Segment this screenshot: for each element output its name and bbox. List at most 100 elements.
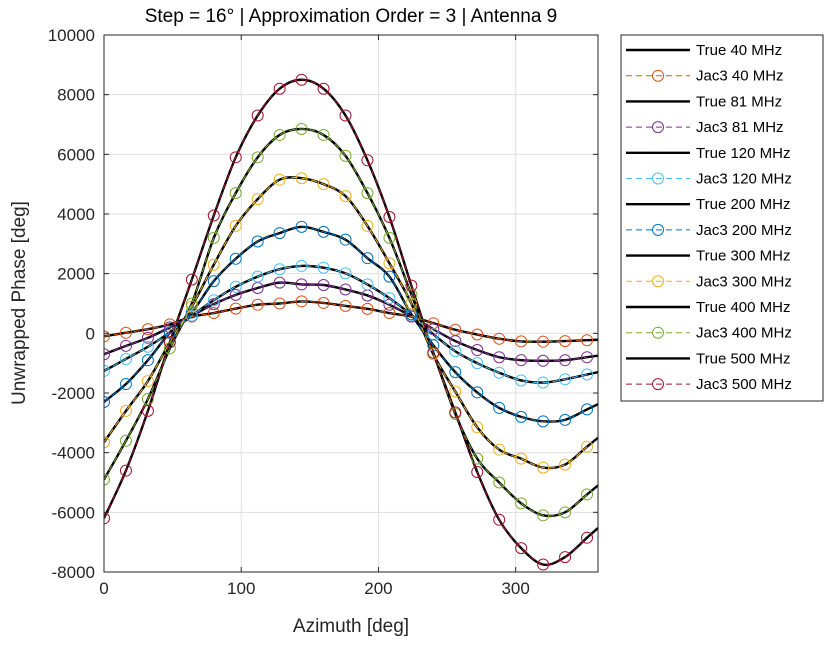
jac3-point	[383, 210, 396, 223]
jac3-point	[559, 551, 572, 564]
legend: True 40 MHz Jac3 40 MHz True 81 MHz Jac3 81…	[620, 34, 824, 402]
jac3-point	[515, 497, 528, 510]
axes-box	[103, 34, 599, 573]
y-tick-label: 0	[86, 324, 95, 343]
jac3-point	[339, 267, 352, 280]
jac3-point	[141, 331, 154, 344]
jac3-point	[104, 512, 110, 525]
y-tick-label: -6000	[52, 503, 95, 522]
jac3-point	[104, 330, 110, 343]
jac3-point	[493, 401, 506, 414]
jac3-point	[559, 506, 572, 519]
legend-label: Jac3 81 MHz	[696, 119, 784, 136]
jac3-point	[273, 263, 286, 276]
jac3-point	[339, 283, 352, 296]
jac3-point	[537, 461, 550, 474]
jac3-point	[295, 278, 308, 291]
legend-label: True 500 MHz	[696, 350, 790, 367]
jac3-point	[104, 348, 110, 361]
jac3-point	[295, 172, 308, 185]
jac3-point	[361, 219, 374, 232]
jac3-point	[273, 297, 286, 310]
jac3-point	[581, 531, 594, 544]
jac3-point	[581, 334, 594, 347]
jac3-point	[229, 187, 242, 200]
jac3-point	[229, 288, 242, 301]
jac3-point	[471, 344, 484, 357]
y-tick-label: 10000	[48, 26, 95, 45]
jac3-point	[119, 434, 132, 447]
jac3-point	[537, 335, 550, 348]
jac3-point	[273, 173, 286, 186]
jac3-point	[119, 464, 132, 477]
jac3-point	[295, 73, 308, 86]
jac3-point	[141, 404, 154, 417]
jac3-point	[339, 109, 352, 122]
jac3-point	[251, 109, 264, 122]
jac3-series-line	[104, 176, 588, 469]
jac3-point	[339, 190, 352, 203]
jac3-point	[559, 354, 572, 367]
jac3-point	[273, 276, 286, 289]
jac3-point	[317, 128, 330, 141]
jac3-point	[449, 335, 462, 348]
jac3-point	[493, 351, 506, 364]
jac3-point	[141, 323, 154, 336]
jac3-point	[141, 392, 154, 405]
jac3-point	[405, 279, 418, 292]
legend-label: Jac3 300 MHz	[696, 273, 792, 290]
jac3-point	[493, 476, 506, 489]
jac3-point	[559, 335, 572, 348]
jac3-point	[251, 298, 264, 311]
jac3-point	[251, 270, 264, 283]
jac3-point	[119, 339, 132, 352]
legend-marker	[652, 69, 664, 82]
jac3-point	[229, 280, 242, 293]
legend-label: True 81 MHz	[696, 93, 782, 110]
jac3-point	[471, 328, 484, 341]
jac3-point	[581, 351, 594, 364]
legend-label: Jac3 200 MHz	[696, 222, 792, 239]
jac3-point	[207, 307, 220, 320]
jac3-point	[141, 375, 154, 388]
jac3-point	[537, 415, 550, 428]
jac3-point	[251, 193, 264, 206]
jac3-point	[273, 227, 286, 240]
jac3-point	[383, 292, 396, 305]
jac3-point	[515, 452, 528, 465]
y-tick-label: -4000	[52, 444, 95, 463]
jac3-point	[383, 257, 396, 270]
jac3-point	[493, 443, 506, 456]
jac3-point	[383, 307, 396, 320]
jac3-point	[317, 261, 330, 274]
legend-label: True 200 MHz	[696, 196, 790, 213]
jac3-point	[229, 151, 242, 164]
jac3-series-line	[104, 79, 588, 566]
jac3-point	[559, 373, 572, 386]
jac3-point	[229, 219, 242, 232]
y-tick-label: 6000	[57, 145, 95, 164]
jac3-point	[185, 273, 198, 286]
jac3-point	[537, 354, 550, 367]
jac3-point	[471, 386, 484, 399]
y-tick-label: -2000	[52, 384, 95, 403]
legend-label: True 300 MHz	[696, 248, 790, 265]
legend-label: Jac3 400 MHz	[696, 325, 792, 342]
jac3-point	[251, 235, 264, 248]
jac3-point	[405, 288, 418, 301]
jac3-point	[515, 374, 528, 387]
axes-ticks: 0 100 200 300 -8000 -6000 -4000 -2000 0 2000 4000 6…	[48, 26, 598, 598]
jac3-point	[163, 318, 176, 331]
jac3-point	[251, 151, 264, 164]
jac3-point	[361, 252, 374, 265]
x-axis-label: Azimuth [deg]	[293, 616, 409, 637]
x-tick-label: 300	[501, 579, 529, 598]
jac3-point	[317, 82, 330, 95]
jac3-point	[104, 436, 110, 449]
jac3-point	[361, 187, 374, 200]
jac3-point	[383, 231, 396, 244]
jac3-point	[361, 302, 374, 315]
legend-label: Jac3 120 MHz	[696, 171, 792, 188]
y-tick-label: 8000	[57, 86, 95, 105]
jac3-point	[104, 473, 110, 486]
